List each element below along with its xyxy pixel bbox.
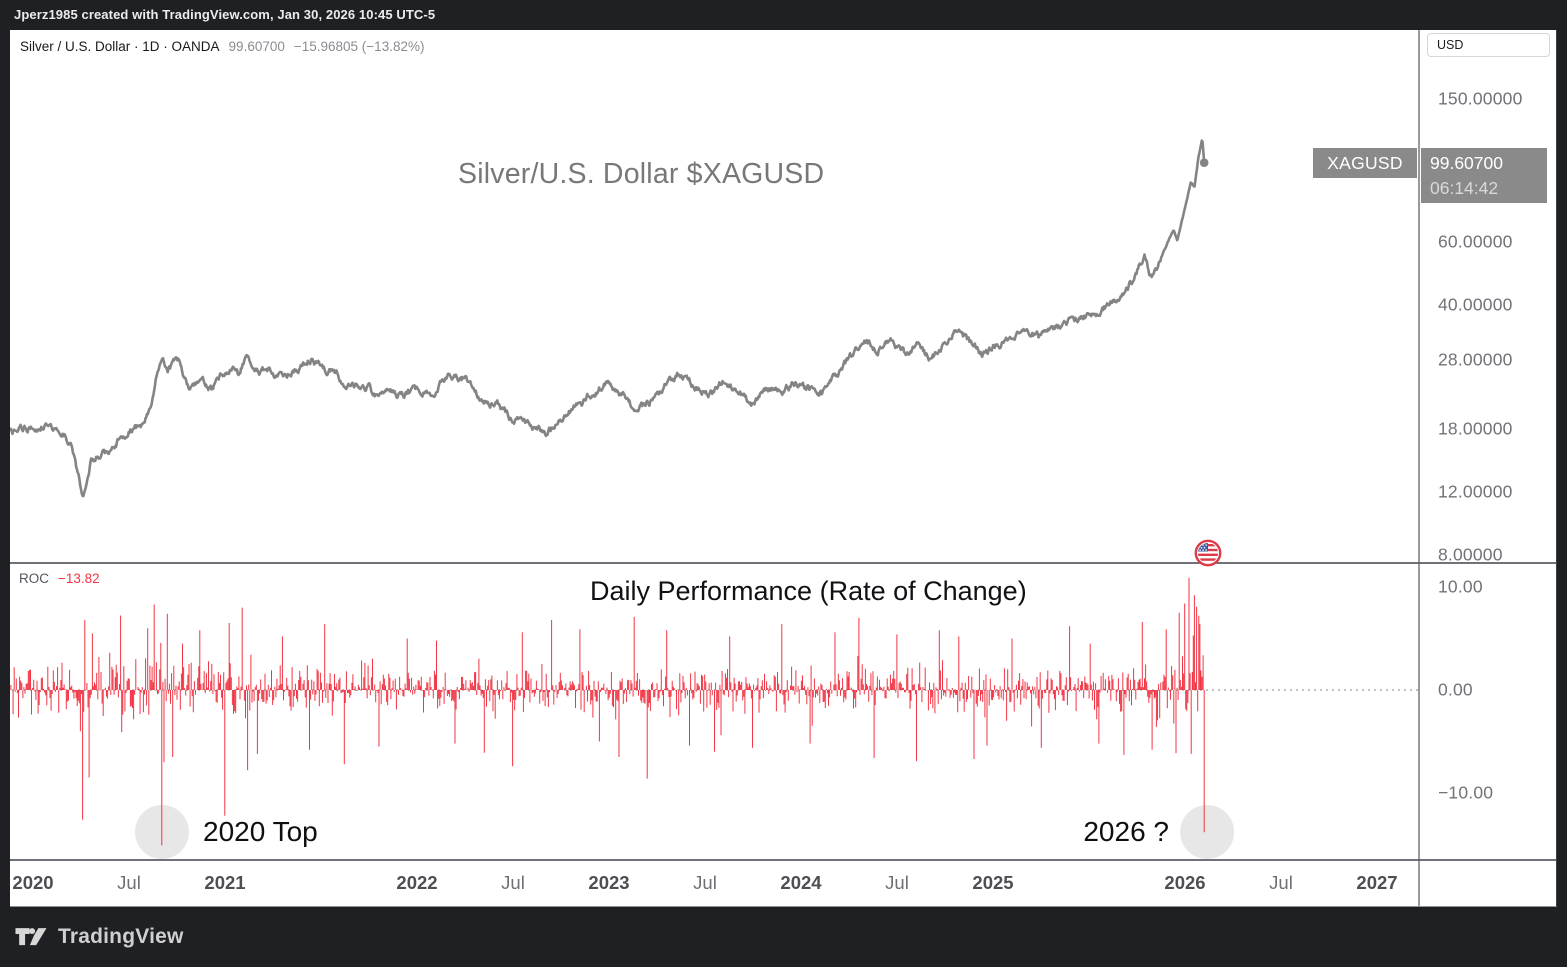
time-axis-tick: 2026 (1164, 872, 1206, 893)
time-axis-tick: 2020 (12, 872, 54, 893)
chart-title-watermark: Silver/U.S. Dollar $XAGUSD (458, 158, 825, 190)
last-price-dot (1199, 158, 1209, 167)
roc-histogram (10, 577, 1205, 846)
chart-canvas[interactable] (10, 30, 1557, 907)
time-axis-tick: 2024 (780, 872, 822, 893)
time-axis-tick: Jul (117, 872, 141, 893)
time-axis-tick: 2023 (588, 872, 630, 893)
price-change-value: −15.96805 (−13.82%) (293, 38, 425, 54)
price-axis-tick: 8.00000 (1438, 544, 1503, 565)
tradingview-logo-text[interactable]: TradingView (58, 925, 184, 948)
last-price-axis-label: 99.60700 06:14:42 (1421, 148, 1547, 203)
price-axis-tick: 40.00000 (1438, 294, 1513, 314)
time-axis-tick: Jul (885, 872, 909, 893)
branding-bar: TradingView (0, 907, 1567, 967)
roc-indicator-legend: ROC −13.82 (19, 570, 100, 586)
bar-countdown-timer: 06:14:42 (1430, 178, 1499, 198)
annotation-text: 2020 Top (203, 816, 318, 847)
price-axis-tick: 18.00000 (1438, 418, 1513, 439)
symbol-price-tag: XAGUSD (1313, 148, 1417, 178)
time-axis-scale[interactable]: 2020 Jul 2021 2022 Jul 2023 Jul 2024 Jul 2025 2026… (10, 860, 1557, 906)
time-axis-tick: Jul (1269, 872, 1293, 893)
roc-panel-title: Daily Performance (Rate of Change) (590, 576, 1027, 606)
time-axis-tick: Jul (693, 872, 717, 893)
chart-surface[interactable]: Silver / U.S. Dollar · 1D · OANDA 99.607… (10, 30, 1557, 907)
chart-legend: Silver / U.S. Dollar · 1D · OANDA 99.607… (20, 36, 424, 56)
roc-axis-tick: −10.00 (1438, 782, 1494, 803)
price-axis-tick: 28.00000 (1438, 349, 1513, 370)
time-axis-tick: 2027 (1356, 872, 1398, 893)
time-axis-tick: 2025 (972, 872, 1014, 893)
time-axis-tick: Jul (501, 872, 525, 893)
roc-axis-tick: 0.00 (1438, 679, 1473, 700)
price-axis-tick: 150.00000 (1438, 88, 1523, 109)
annotation-text: 2026 ? (1083, 816, 1169, 847)
time-axis-tick: 2021 (204, 872, 246, 893)
us-flag-event-icon[interactable] (1194, 539, 1222, 567)
attribution-text: Jperz1985 created with TradingView.com, … (14, 7, 436, 22)
last-price-value: 99.60700 (228, 38, 285, 54)
roc-indicator-value: −13.82 (58, 570, 100, 586)
roc-axis-tick: 10.00 (1438, 576, 1483, 597)
snapshot-top-bar: Jperz1985 created with TradingView.com, … (0, 0, 1567, 30)
price-axis-tick: 12.00000 (1438, 481, 1513, 502)
price-line (10, 139, 1206, 498)
axis-label-price: 99.60700 (1430, 153, 1503, 173)
price-axis-scale[interactable]: 150.00000 60.00000 40.00000 28.00000 18.0000… (1420, 30, 1557, 860)
roc-indicator-name: ROC (19, 570, 49, 586)
time-axis-tick: 2022 (396, 872, 438, 893)
annotation-circle (1180, 805, 1235, 859)
currency-unit-button[interactable]: USD (1427, 33, 1550, 57)
symbol-description: Silver / U.S. Dollar · 1D · OANDA (20, 38, 220, 54)
price-axis-tick: 60.00000 (1438, 231, 1513, 251)
tradingview-logo-icon[interactable] (14, 924, 48, 950)
